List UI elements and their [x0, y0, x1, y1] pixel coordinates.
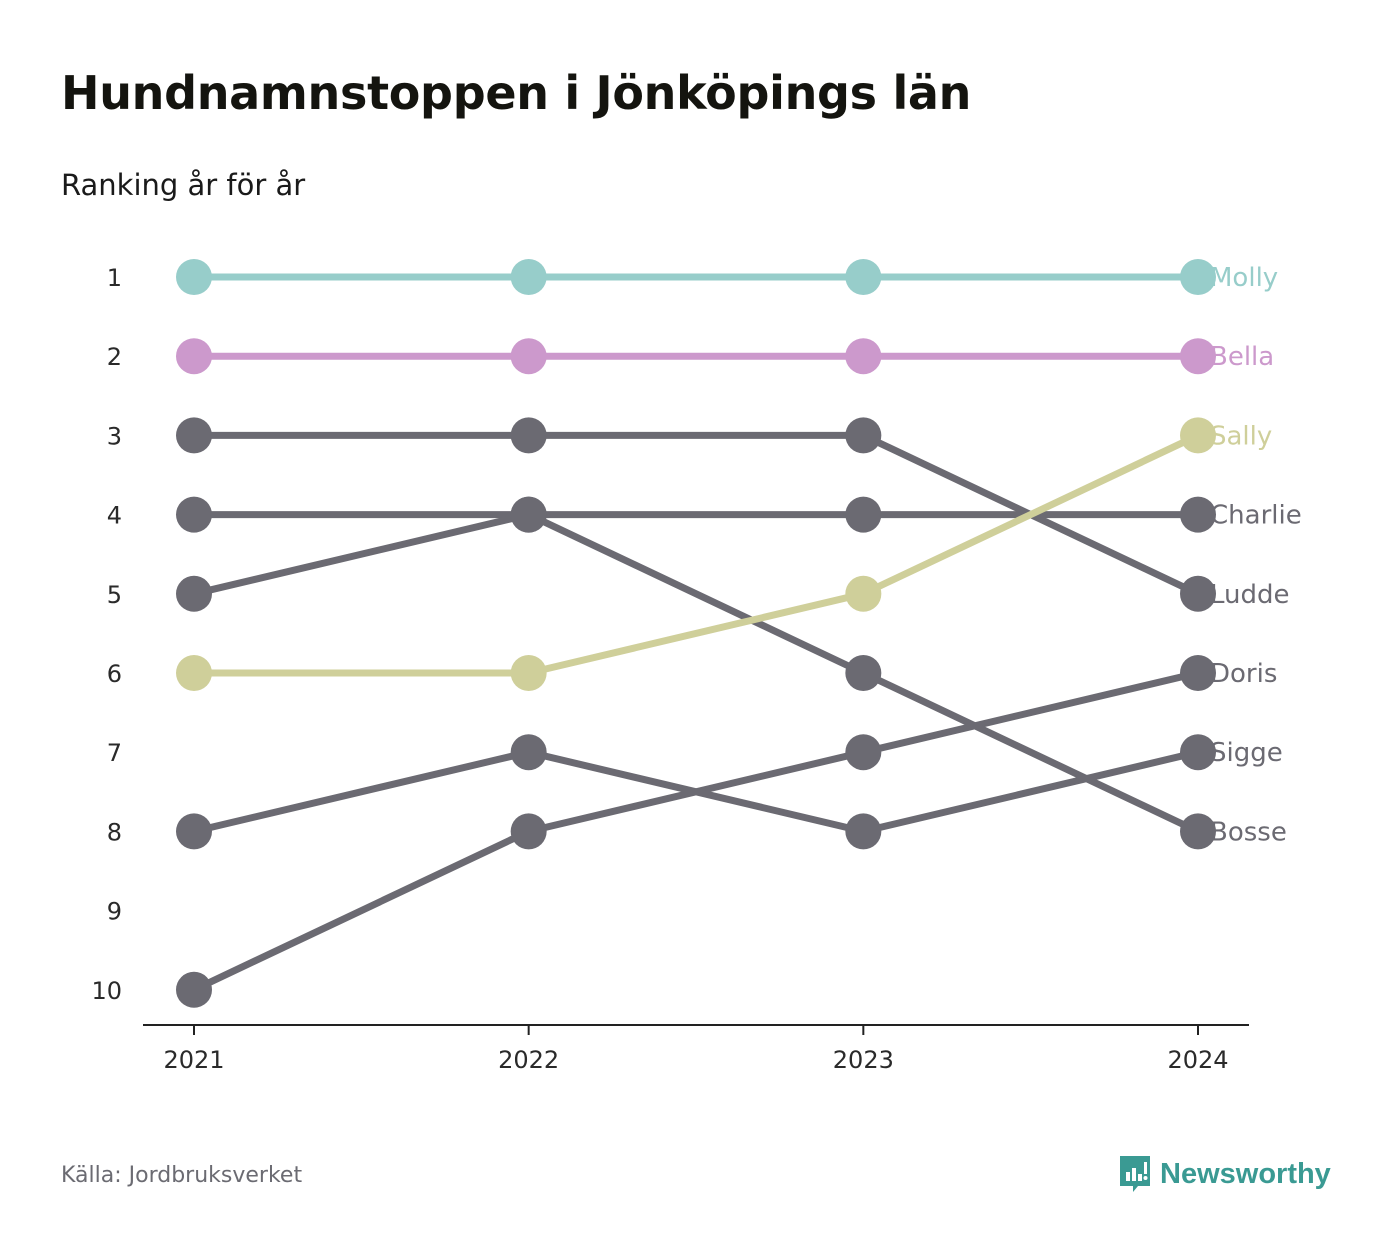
y-tick-label: 5 — [107, 581, 122, 609]
point-charlie-2023 — [845, 496, 882, 533]
end-label-sigge: Sigge — [1210, 738, 1283, 768]
y-tick-label: 1 — [107, 264, 122, 292]
point-sally-2021 — [176, 655, 212, 691]
point-sally-2022 — [510, 655, 547, 691]
point-doris-2022 — [510, 813, 547, 850]
point-sally-2024 — [1180, 417, 1216, 454]
point-molly-2023 — [845, 259, 882, 295]
point-bella-2022 — [510, 338, 547, 375]
point-sally-2023 — [845, 575, 882, 612]
chart-subtitle: Ranking år för år — [61, 168, 306, 202]
point-ludde-2021 — [176, 417, 212, 454]
brand-logo: Newsworthy — [1118, 1152, 1331, 1196]
point-doris-2021 — [176, 971, 212, 1008]
end-label-molly: Molly — [1210, 263, 1278, 293]
point-bella-2023 — [845, 338, 882, 375]
end-label-charlie: Charlie — [1210, 501, 1302, 531]
y-tick-label: 6 — [107, 660, 122, 688]
point-doris-2023 — [845, 734, 882, 771]
end-label-sally: Sally — [1210, 421, 1272, 451]
point-sigge-2024 — [1180, 734, 1216, 771]
y-tick-label: 8 — [107, 818, 122, 846]
point-bosse-2021 — [176, 575, 212, 612]
y-tick-label: 3 — [107, 422, 122, 450]
point-molly-2021 — [176, 259, 212, 295]
y-tick-label: 9 — [107, 898, 122, 926]
point-ludde-2023 — [845, 417, 882, 454]
x-tick-label: 2024 — [1167, 1046, 1228, 1074]
x-tick-label: 2023 — [833, 1046, 894, 1074]
y-tick-label: 2 — [107, 343, 122, 371]
series-line-sally — [190, 431, 1202, 677]
point-molly-2022 — [510, 259, 547, 295]
source-note: Källa: Jordbruksverket — [61, 1163, 303, 1188]
point-charlie-2024 — [1180, 496, 1216, 533]
point-sigge-2021 — [176, 813, 212, 850]
point-sigge-2023 — [845, 813, 882, 850]
chart-title: Hundnamnstoppen i Jönköpings län — [61, 66, 972, 120]
point-bosse-2024 — [1180, 813, 1216, 850]
point-sigge-2022 — [510, 734, 547, 771]
newsworthy-logo-icon — [1120, 1156, 1150, 1192]
brand-name: Newsworthy — [1160, 1157, 1331, 1190]
x-tick-label: 2022 — [498, 1046, 559, 1074]
end-label-ludde: Ludde — [1210, 580, 1290, 610]
point-bosse-2022 — [510, 496, 547, 533]
end-label-doris: Doris — [1210, 659, 1277, 689]
point-ludde-2022 — [510, 417, 547, 454]
x-tick-label: 2021 — [163, 1046, 224, 1074]
end-label-bella: Bella — [1210, 342, 1274, 372]
point-charlie-2021 — [176, 496, 212, 533]
point-bella-2021 — [176, 338, 212, 375]
point-bella-2024 — [1180, 338, 1216, 375]
y-tick-label: 7 — [107, 739, 122, 767]
point-ludde-2024 — [1180, 575, 1216, 612]
point-doris-2024 — [1180, 655, 1216, 691]
point-bosse-2023 — [845, 655, 882, 691]
series-line-bosse — [190, 511, 1202, 835]
point-molly-2024 — [1180, 259, 1216, 295]
y-tick-label: 10 — [91, 977, 122, 1005]
end-label-bosse: Bosse — [1210, 817, 1287, 847]
y-tick-label: 4 — [107, 502, 122, 530]
series-line-doris — [190, 669, 1202, 994]
series-line-sigge — [190, 748, 1202, 835]
